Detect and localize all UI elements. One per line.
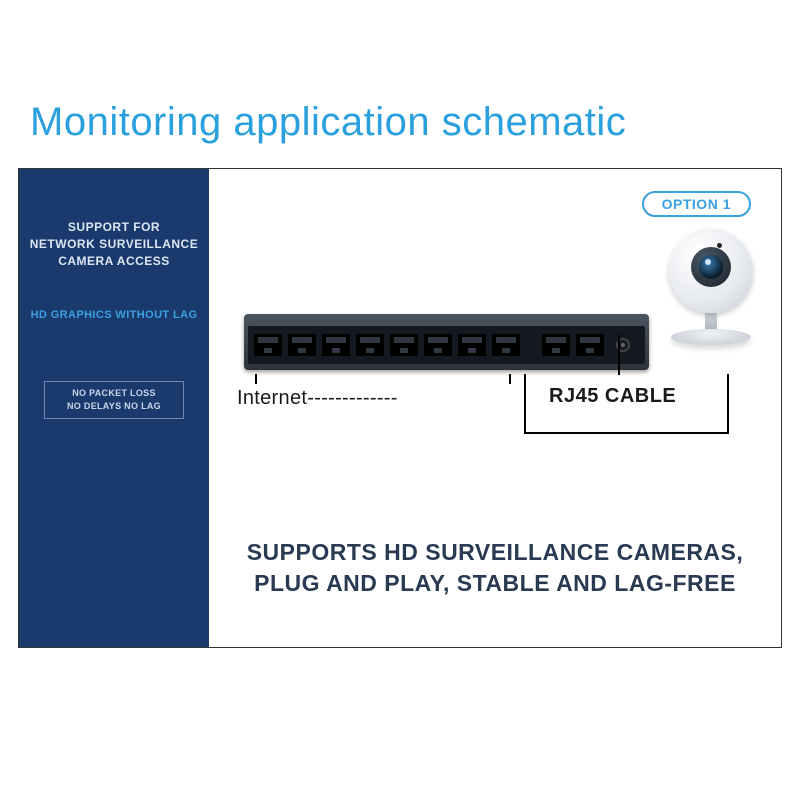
rj45-label: RJ45 CABLE xyxy=(549,385,676,408)
switch-faceplate xyxy=(248,326,645,364)
sidebar: SUPPORT FOR NETWORK SURVEILLANCE CAMERA … xyxy=(19,169,209,647)
sidebar-highlight: HD GRAPHICS WITHOUT LAG xyxy=(29,309,199,321)
footer-line2: PLUG AND PLAY, STABLE AND LAG-FREE xyxy=(219,568,771,599)
camera-ir-dot xyxy=(717,243,722,248)
rj45-port xyxy=(356,334,384,356)
network-switch xyxy=(244,314,649,370)
rj45-port xyxy=(542,334,570,356)
rj45-port xyxy=(576,334,604,356)
sidebar-support-span: SUPPORT FOR NETWORK SURVEILLANCE CAMERA … xyxy=(30,220,198,268)
footer-line1: SUPPORTS HD SURVEILLANCE CAMERAS, xyxy=(219,537,771,568)
sidebar-tag: NO PACKET LOSS NO DELAYS NO LAG xyxy=(44,381,184,418)
sidebar-tag-span: NO PACKET LOSS NO DELAYS NO LAG xyxy=(67,388,161,411)
rj45-port xyxy=(390,334,418,356)
camera-body xyxy=(669,229,753,313)
rj45-port xyxy=(424,334,452,356)
internet-label-text: Internet xyxy=(237,387,307,409)
camera-lens-glint xyxy=(705,259,711,265)
internet-dashes: ------------- xyxy=(307,387,397,409)
main-area: OPTION 1 xyxy=(209,169,781,647)
rj45-port xyxy=(288,334,316,356)
option-badge: OPTION 1 xyxy=(642,191,751,217)
internet-label: Internet------------- xyxy=(237,387,398,410)
camera-icon xyxy=(661,229,761,369)
rj45-connector-line xyxy=(618,335,620,375)
sidebar-support-text: SUPPORT FOR NETWORK SURVEILLANCE CAMERA … xyxy=(29,219,199,269)
rj45-port xyxy=(458,334,486,356)
rj45-port xyxy=(322,334,350,356)
page-title: Monitoring application schematic xyxy=(30,100,626,145)
footer-text: SUPPORTS HD SURVEILLANCE CAMERAS, PLUG A… xyxy=(209,537,781,599)
camera-base xyxy=(671,329,751,345)
internet-bracket-line xyxy=(255,374,511,384)
rj45-port xyxy=(492,334,520,356)
schematic-panel: SUPPORT FOR NETWORK SURVEILLANCE CAMERA … xyxy=(18,168,782,648)
rj45-port xyxy=(254,334,282,356)
camera-neck xyxy=(705,311,717,331)
camera-lens-inner xyxy=(699,255,723,279)
